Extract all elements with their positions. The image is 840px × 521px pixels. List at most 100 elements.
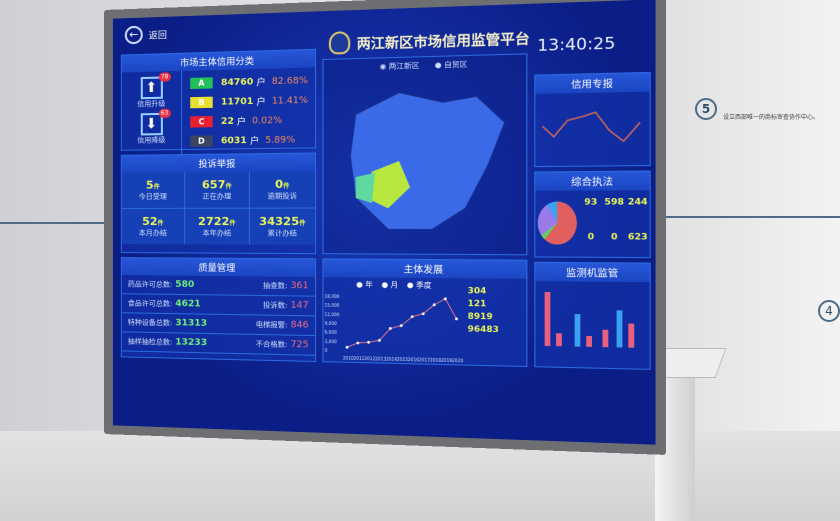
x-tick-label: 2011 <box>354 356 365 362</box>
downgrade-badge: 63 <box>158 108 171 119</box>
stat-label: 正在办理 <box>202 192 232 201</box>
map-region-highlight <box>355 172 376 204</box>
x-tick-label: 2013 <box>375 356 387 362</box>
grade-unit: 户 <box>256 78 266 89</box>
legend-label: 年 <box>365 280 373 290</box>
stat-unit: 件 <box>153 183 160 191</box>
stat-unit: 件 <box>283 182 290 191</box>
stat-value: 34325 <box>259 214 300 229</box>
quality-row: 抽样抽检总数: 13233 不合格数: 725 <box>121 332 316 356</box>
step-marker-2: 4 <box>818 300 840 322</box>
enforcement-stat: 623 <box>627 231 648 242</box>
upgrade-badge: 78 <box>158 72 171 82</box>
police-badge-icon <box>328 31 351 55</box>
region-map[interactable] <box>324 68 529 251</box>
grade-unit: 户 <box>249 136 260 148</box>
data-point <box>454 317 458 321</box>
grade-row: A 84760 户 82.68% <box>190 74 308 90</box>
stat-value: 657 <box>201 178 226 192</box>
stat-unit: 件 <box>157 219 164 228</box>
grade-row: C 22 户 0.02% <box>190 113 308 128</box>
grade-percent: 82.68% <box>271 75 308 87</box>
legend-option[interactable]: ● 季度 <box>406 280 432 290</box>
quality-panel: 质量管理 药品许可总数: 580 抽查数: 361 食品许可总数: 4621 投诉数:… <box>120 257 317 363</box>
quality-value: 147 <box>290 300 309 312</box>
quality-value: 580 <box>175 279 195 291</box>
grade-row: B 11701 户 11.41% <box>190 94 308 110</box>
data-point <box>345 345 349 349</box>
complaint-stat: 2722件 本年办结 <box>185 208 249 245</box>
y-tick-label: 18,000 <box>325 294 340 299</box>
credit-upgrade-button[interactable]: ⬆ 78 <box>140 72 171 100</box>
quality-value: 4621 <box>175 298 201 310</box>
quality-label: 不合格数: <box>255 340 288 349</box>
wall-caption: 设立西部唯一的商标审查协作中心。 <box>723 114 820 121</box>
quality-value: 13233 <box>175 337 208 349</box>
grade-count: 22 <box>220 116 234 127</box>
back-button[interactable]: ← 返回 <box>124 25 167 45</box>
quality-value: 361 <box>290 280 309 292</box>
grade-percent: 0.02% <box>252 115 283 127</box>
x-tick-label: 2018 <box>430 357 442 363</box>
stat-unit: 件 <box>225 183 232 191</box>
stat-value: 5 <box>145 178 154 192</box>
stat-unit: 件 <box>299 219 306 228</box>
radio-icon: ● <box>434 60 442 70</box>
complaints-panel: 投诉举报 5件 今日受理 657件 正在办理 0件 逾期投诉 52件 本月办结 2722件 本年办… <box>120 152 317 255</box>
monitoring-panel: 监测机监管 <box>534 261 651 370</box>
header-bar: 两江新区市场信用监管平台 <box>328 25 530 55</box>
wall-line <box>620 216 840 218</box>
quality-row: 药品许可总数: 580 抽查数: 361 <box>121 275 316 297</box>
y-tick-label: 9,000 <box>325 321 338 326</box>
x-tick-label: 2019 <box>441 358 453 364</box>
map-panel: ◉ 两江新区 ● 自贸区 <box>322 53 529 256</box>
enforcement-stat: 93 <box>584 197 598 207</box>
clock: 13:40:25 <box>537 33 616 56</box>
page-title: 两江新区市场信用监管平台 <box>356 31 530 53</box>
complaint-stat: 5件 今日受理 <box>121 172 185 208</box>
y-tick-label: 3,000 <box>325 339 338 344</box>
complaint-stat: 0件 逾期投诉 <box>249 171 316 208</box>
grade-count: 84760 <box>220 76 254 88</box>
stat-value: 2722 <box>198 214 230 229</box>
stat-label: 本年办结 <box>202 229 232 238</box>
floor <box>0 431 840 521</box>
legend-option[interactable]: ● 年 <box>356 280 373 290</box>
y-tick-label: 0 <box>325 348 328 353</box>
quality-label: 食品许可总数: <box>127 299 173 309</box>
development-stat: 96483 <box>467 324 499 335</box>
x-tick-label: 2015 <box>397 357 409 363</box>
development-stat: 304 <box>467 285 487 296</box>
radio-icon: ◉ <box>379 62 387 72</box>
panel-title: 主体发展 <box>323 259 527 279</box>
step-marker: 5 <box>695 98 717 120</box>
grade-row: D 6031 户 5.89% <box>190 133 308 148</box>
legend-option[interactable]: ● 月 <box>381 280 399 290</box>
legend-label: 季度 <box>416 281 432 290</box>
enforcement-stat: 598 <box>604 196 625 207</box>
map-region-highlight <box>366 160 411 209</box>
stat-value: 52 <box>142 214 158 229</box>
complaint-stat: 657件 正在办理 <box>185 171 249 208</box>
stat-label: 逾期投诉 <box>267 192 298 201</box>
panel-title: 监测机监管 <box>535 262 650 283</box>
complaint-stat: 52件 本月办结 <box>121 208 185 245</box>
monitoring-bar-chart <box>544 292 635 348</box>
development-panel: 主体发展 ● 年 ● 月 ● 季度 0 3,000 6,000 9,000 12,000 15… <box>322 258 528 368</box>
back-label: 返回 <box>148 30 167 42</box>
stat-label: 累计办结 <box>267 229 298 238</box>
panel-title: 质量管理 <box>121 258 316 277</box>
x-tick-label: 2010 <box>343 355 354 361</box>
credit-downgrade-button[interactable]: ⬇ 63 <box>140 108 171 136</box>
enforcement-pie-chart <box>537 201 577 245</box>
stat-label: 今日受理 <box>138 192 167 201</box>
grade-count: 6031 <box>220 135 247 146</box>
quality-label: 药品许可总数: <box>127 280 173 289</box>
quality-value: 31313 <box>175 318 208 329</box>
legend-label: 月 <box>390 280 399 290</box>
grade-unit: 户 <box>236 117 247 128</box>
enforcement-stat: 0 <box>587 231 595 242</box>
map-region <box>350 90 504 229</box>
stat-value: 0 <box>275 177 284 192</box>
